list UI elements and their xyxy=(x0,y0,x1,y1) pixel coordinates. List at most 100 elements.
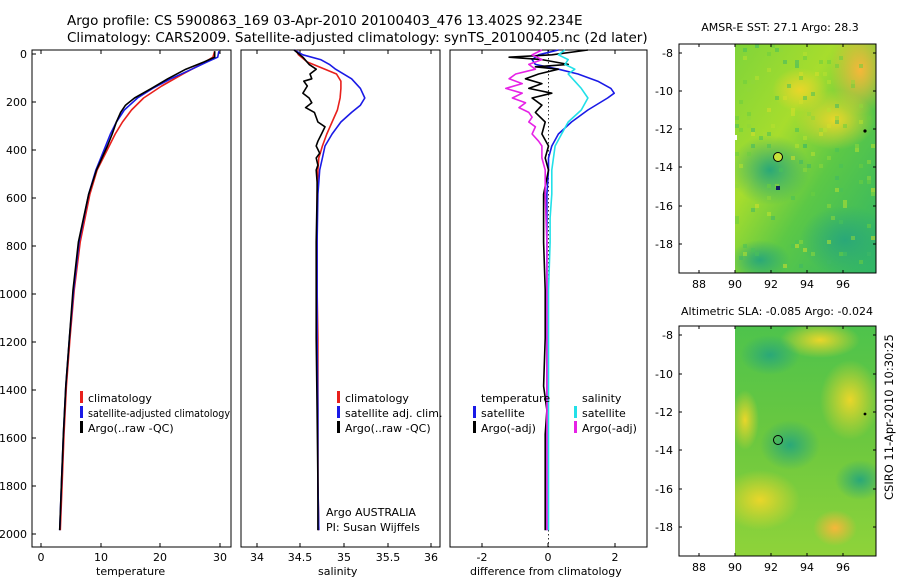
sst-pixel xyxy=(799,72,803,76)
sst-secondary-marker xyxy=(863,129,867,133)
legend-label-temp-argo: Argo(-adj) xyxy=(481,422,536,435)
sst-pixel xyxy=(867,160,871,164)
sst-pixel xyxy=(767,52,771,56)
difference-salinity-satellite-line xyxy=(547,49,589,531)
sla-lat-label: -18 xyxy=(655,521,673,534)
sst-pixel xyxy=(803,56,807,60)
sst-pixel xyxy=(747,152,751,156)
sst-pixel xyxy=(871,144,875,148)
sst-pixel xyxy=(835,64,839,68)
sst-pixel xyxy=(851,80,855,84)
difference-temperature-argo-adj-line xyxy=(508,49,589,531)
sst-pixel xyxy=(751,80,755,84)
sst-pixel xyxy=(859,164,863,168)
sla-map-x-ticks: 88 90 92 94 96 xyxy=(692,326,850,574)
legend-swatch-argo xyxy=(80,421,83,433)
legend-label-temp-satellite: satellite xyxy=(481,407,525,420)
depth-tick-label: 400 xyxy=(6,144,27,157)
sst-pixel xyxy=(791,112,795,116)
sst-pixel xyxy=(799,264,803,268)
sst-pixel xyxy=(771,124,775,128)
sst-map-frame xyxy=(678,43,877,274)
sst-pixel xyxy=(843,204,847,208)
sla-lat-label: -14 xyxy=(655,444,673,457)
sst-pixel xyxy=(751,128,755,132)
depth-tick-label: 0 xyxy=(20,48,27,61)
salinity-x-ticks: 34 34.5 35 35.5 36 xyxy=(250,50,438,564)
temperature-legend: climatology satellite-adjusted climatolo… xyxy=(80,391,230,435)
sst-lat-label: -12 xyxy=(655,123,673,136)
depth-tick-label: 2000 xyxy=(0,528,27,541)
sst-map-y-ticks: -8 -10 -12 -14 -16 -18 xyxy=(655,47,876,251)
sst-pixel xyxy=(747,112,751,116)
sst-pixel xyxy=(783,264,787,268)
sst-pixel xyxy=(739,128,743,132)
sst-pixel xyxy=(819,60,823,64)
sst-pixel xyxy=(811,192,815,196)
sst-pixel xyxy=(795,64,799,68)
depth-y-ticks: 0 200 400 600 800 1000 1200 1400 1600 18… xyxy=(0,48,36,541)
sst-pixel xyxy=(811,92,815,96)
legend-label-satellite: satellite adj. clim. xyxy=(345,407,442,420)
sst-pixel xyxy=(827,80,831,84)
sst-pixel xyxy=(803,96,807,100)
legend-label-argo: Argo(..raw -QC) xyxy=(345,422,431,435)
sst-dark-pixel xyxy=(776,186,780,190)
sst-pixel xyxy=(795,244,799,248)
sst-lat-label: -10 xyxy=(655,85,673,98)
salinity-xtick-label: 36 xyxy=(424,551,438,564)
sst-pixel xyxy=(819,128,823,132)
sst-pixel xyxy=(803,248,807,252)
sst-pixel xyxy=(851,84,855,88)
sst-pixel xyxy=(779,48,783,52)
sst-pixel xyxy=(799,76,803,80)
generation-credit: CSIRO 11-Apr-2010 10:30:25 xyxy=(882,334,896,500)
sst-pixel xyxy=(767,144,771,148)
sst-pixel xyxy=(851,236,855,240)
difference-legend: temperature satellite Argo(-adj) salinit… xyxy=(473,392,637,435)
sst-pixel xyxy=(775,48,779,52)
sst-pixel xyxy=(739,164,743,168)
difference-xtick-label: 0 xyxy=(545,551,552,564)
sst-pixel xyxy=(751,248,755,252)
legend-label-sal-argo: Argo(-adj) xyxy=(582,422,637,435)
sst-pixel xyxy=(871,188,875,192)
sla-secondary-marker xyxy=(863,412,867,416)
sst-pixel xyxy=(743,56,747,60)
sst-lat-label: -14 xyxy=(655,161,673,174)
sst-pixel xyxy=(871,236,875,240)
legend-label-satellite: satellite-adjusted climatology xyxy=(88,407,230,420)
sst-pixel xyxy=(859,180,863,184)
sst-pixel xyxy=(839,56,843,60)
legend-label-argo: Argo(..raw -QC) xyxy=(88,422,174,435)
sst-pixel xyxy=(859,104,863,108)
sst-pixel xyxy=(763,132,767,136)
sst-lon-label: 88 xyxy=(692,278,706,291)
sst-pixel xyxy=(827,156,831,160)
sst-pixel xyxy=(767,68,771,72)
temperature-axis-label: temperature xyxy=(96,565,165,578)
legend-title-salinity: salinity xyxy=(582,392,622,405)
sst-pixel xyxy=(735,116,739,120)
sla-map-y-ticks: -8 -10 -12 -14 -16 -18 xyxy=(655,329,876,534)
temperature-xtick-label: 10 xyxy=(94,551,108,564)
sst-pixel xyxy=(795,240,799,244)
sst-pixel xyxy=(871,192,875,196)
climatology-subtitle: Climatology: CARS2009. Satellite-adjuste… xyxy=(67,30,648,46)
temperature-argo-raw-qc-line xyxy=(58,51,216,531)
sla-lat-label: -8 xyxy=(662,329,673,342)
legend-swatch-sal-satellite xyxy=(574,406,577,418)
temperature-xtick-label: 30 xyxy=(213,551,227,564)
sst-pixel xyxy=(799,240,803,244)
difference-xtick-label: -2 xyxy=(477,551,488,564)
sst-pixel xyxy=(835,188,839,192)
salinity-argo-raw-qc-line xyxy=(293,49,326,531)
sst-pixel xyxy=(759,136,763,140)
temperature-series xyxy=(58,50,220,531)
sst-pixel xyxy=(771,216,775,220)
legend-title-temperature: temperature xyxy=(481,392,550,405)
sst-pixel xyxy=(787,84,791,88)
difference-salinity-argo-adj-line xyxy=(504,49,548,531)
depth-tick-label: 1200 xyxy=(0,336,27,349)
